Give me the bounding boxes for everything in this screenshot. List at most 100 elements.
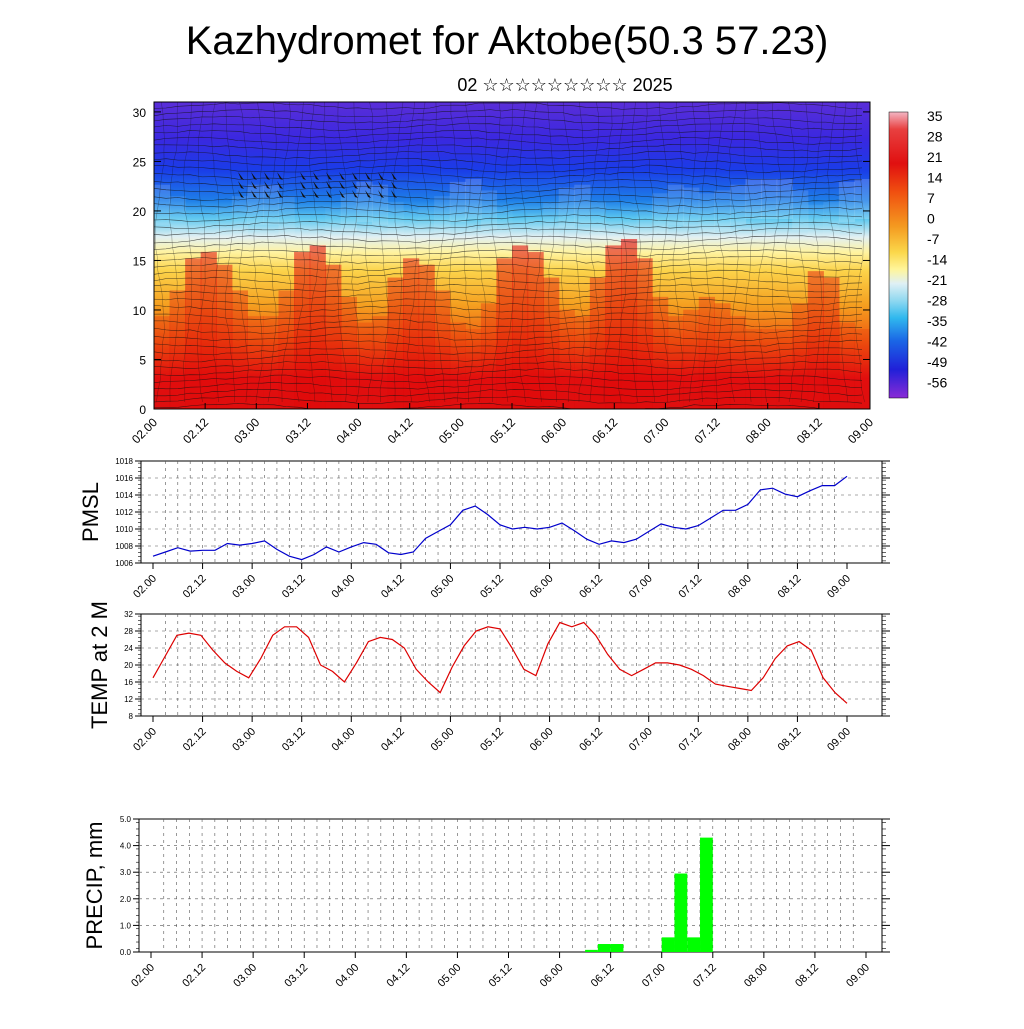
panel-x-tick-label: 05.12 [487,962,515,990]
heatmap-cell [294,213,310,253]
panel-y-tick-label: 0.0 [120,948,132,957]
wind-streamline [491,102,501,403]
panel-x-tick-label: 07.12 [676,726,704,754]
wind-streamline [295,102,306,403]
panel-x-tick-label: 08.12 [776,726,804,754]
wind-streamline [603,102,613,402]
heatmap-cell [543,201,560,242]
heatmap-cell [340,296,357,409]
heatmap-field [154,179,870,409]
heatmap-cell [247,316,264,409]
wind-streamline [182,102,193,403]
wind-streamline [434,102,446,403]
wind-streamline [154,158,863,166]
wind-streamline [351,102,361,403]
heatmap-cell [620,239,638,409]
panel-x-tick-label: 06.00 [538,962,566,990]
wind-streamline [154,269,863,279]
heatmap-x-tick-label: 02.12 [180,415,211,446]
panel-x-tick-label: 04.00 [333,962,361,990]
wind-barb-flag [339,190,345,198]
wind-streamline [309,102,319,403]
heatmap-cell [558,309,575,409]
wind-streamline [813,102,823,403]
panel-x-tick-label: 05.12 [478,726,506,754]
heatmap-y-tick-label: 10 [133,304,147,318]
heatmap-cell [185,210,202,251]
pmsl-line-chart: 1006 1008 1010 1012 1014 1016 1018 02.00 02.12 03… [78,457,890,601]
wind-barb-flags [238,172,397,198]
panel-y-tick-label: 12 [124,695,133,704]
wind-streamline [211,102,220,403]
wind-streamline [700,102,711,403]
heatmap-cell [512,245,529,409]
wind-barb-flag [300,181,306,189]
wind-streamline [714,102,725,403]
colorbar-label: -35 [927,313,947,329]
precip-bar [585,949,598,952]
wind-streamline [154,290,863,299]
heatmap-cell [403,210,420,251]
colorbar-gradient [888,111,909,399]
wind-streamline [154,235,863,244]
wind-streamline [155,102,165,403]
panel-frame [138,818,883,953]
heatmap-cell [683,187,700,228]
heatmap-cell [807,204,824,245]
colorbar-label: -7 [927,231,940,247]
wind-barb-flag [264,190,270,198]
panel-x-tick-label: 03.00 [230,573,258,601]
wind-barb-flag [251,190,257,198]
wind-streamline [392,102,404,403]
wind-streamline [154,326,863,334]
panel-x-tick-label: 04.00 [329,573,357,601]
panel-x-tick-label: 08.00 [726,573,754,601]
wind-streamline [154,192,863,201]
series-line [152,475,848,561]
panel-x-tick-label: 04.00 [329,726,357,754]
panel-y-tick-label: 1012 [115,508,133,517]
heatmap-y-tick-label: 5 [139,353,146,367]
wind-streamline [154,353,863,363]
heatmap-cell [465,329,482,409]
wind-streamline [154,115,863,124]
wind-barb-flag [251,181,257,189]
wind-barb-flag [326,172,332,180]
wind-streamline [841,102,851,403]
panel-x-tick-label: 05.00 [429,726,457,754]
heatmap-cell [729,316,747,409]
wind-streamline [407,102,417,403]
wind-barb-flag [313,181,319,189]
heatmap-cell [278,196,295,237]
heatmap-cell [589,277,606,409]
wind-streamline [224,102,235,402]
panel-x-tick-label: 02.12 [180,962,208,990]
heatmap-cell [745,329,762,409]
panel-x-tick-label: 03.12 [280,573,308,601]
precip-bar [674,873,688,952]
wind-barb-flag [378,181,384,189]
series-line [152,621,848,704]
wind-streamline [154,262,863,271]
wind-streamline [154,284,863,293]
wind-streamline [154,276,863,285]
heatmap-cell [558,187,575,228]
heatmap-cell [154,184,171,225]
wind-streamline [154,361,863,370]
wind-barb-flag [251,172,257,180]
wind-barb-flag [352,181,358,189]
panel-x-tick-label: 09.00 [825,573,853,601]
wind-barb-flag [313,190,319,198]
colorbar-label: -49 [927,354,947,370]
wind-streamline [281,102,291,403]
heatmap-x-tick-label: 05.12 [487,415,518,446]
wind-barb-flag [391,172,397,180]
panel-x-tick-label: 08.00 [742,962,770,990]
colorbar-label: 14 [927,170,943,186]
wind-streamline [365,102,376,403]
heatmap-cell [465,179,482,219]
wind-streamline [154,256,863,264]
wind-streamline [154,312,863,320]
heatmap-cell [325,264,342,409]
panel-x-tick-label: 04.12 [385,962,413,990]
